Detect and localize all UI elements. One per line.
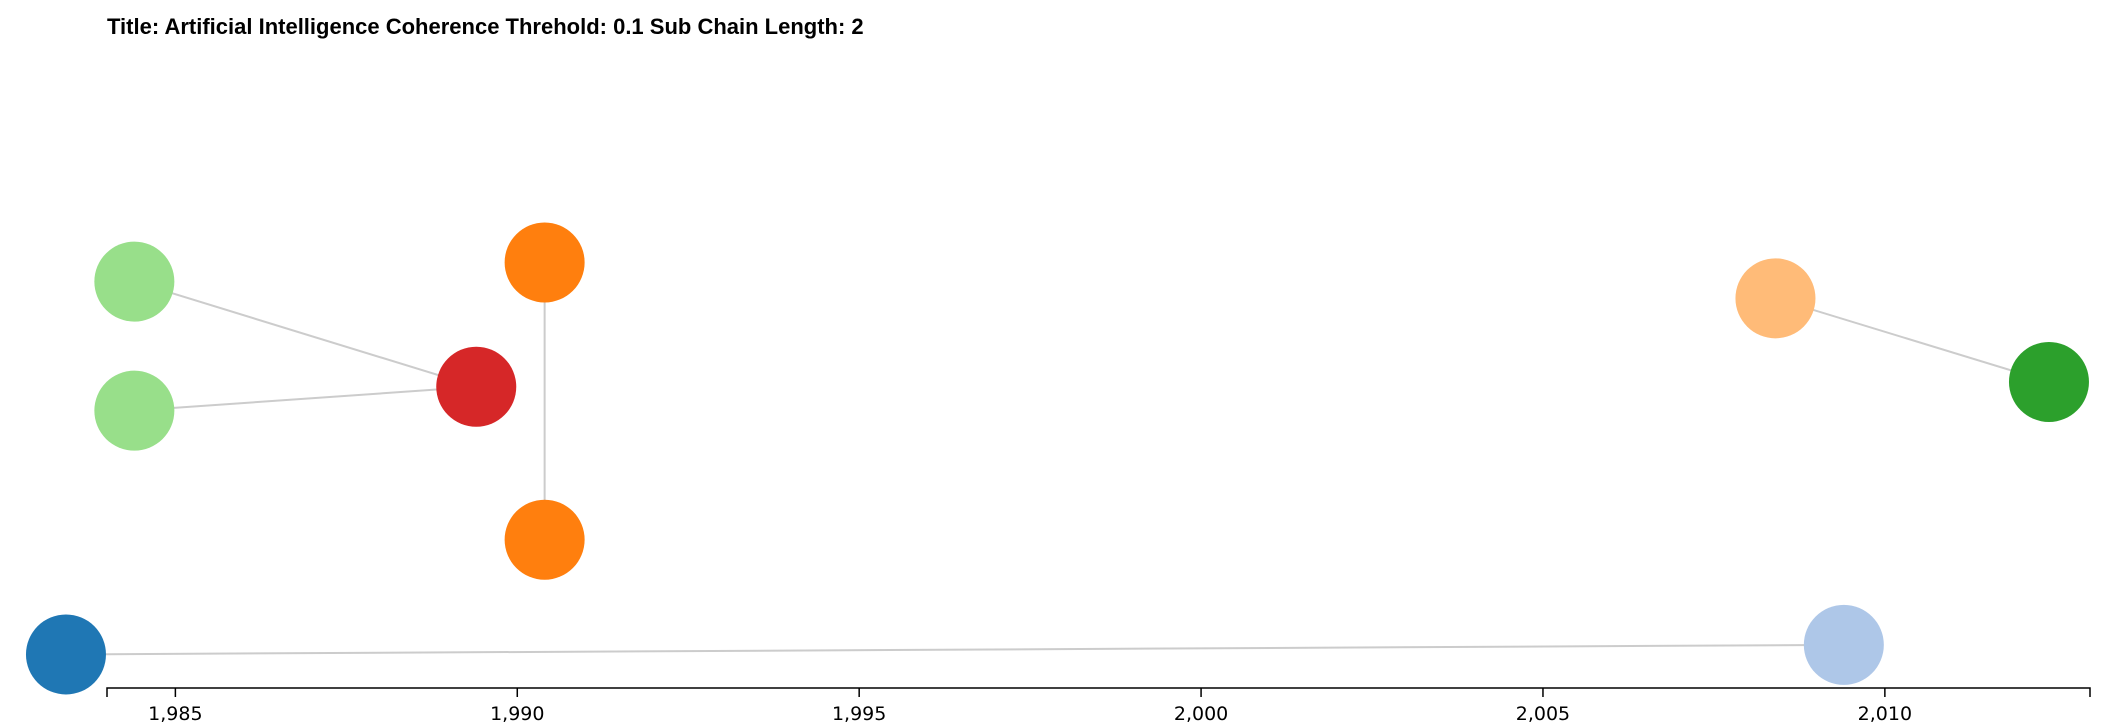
- node-n7[interactable]: [1735, 258, 1816, 339]
- node-n3[interactable]: [436, 346, 517, 427]
- chart-title: Title: Artificial Intelligence Coherence…: [107, 14, 864, 39]
- node-n2[interactable]: [94, 370, 175, 451]
- node-n4[interactable]: [504, 222, 585, 303]
- link-n2-n3: [134, 385, 477, 412]
- link-n7-n8: [1775, 297, 2050, 383]
- node-n1[interactable]: [94, 241, 175, 322]
- node-n6[interactable]: [25, 614, 106, 695]
- node-n5[interactable]: [504, 499, 585, 580]
- links-layer: [65, 262, 2050, 656]
- x-axis-line: [106, 687, 2091, 697]
- nodes-layer: [25, 222, 2089, 695]
- x-tick-label-1990: 1,990: [490, 703, 544, 722]
- node-n9[interactable]: [1803, 604, 1884, 685]
- link-n1-n3: [134, 280, 477, 388]
- node-n8[interactable]: [2008, 341, 2089, 422]
- link-n6-n9: [65, 643, 1844, 656]
- x-tick-label-1985: 1,985: [148, 703, 202, 722]
- x-tick-label-2005: 2,005: [1516, 703, 1570, 722]
- x-tick-label-2000: 2,000: [1174, 703, 1228, 722]
- x-tick-label-1995: 1,995: [832, 703, 886, 722]
- x-axis: 1,985 1,990 1,995 2,000 2,005 2,010: [106, 687, 2091, 722]
- x-tick-label-2010: 2,010: [1858, 703, 1912, 722]
